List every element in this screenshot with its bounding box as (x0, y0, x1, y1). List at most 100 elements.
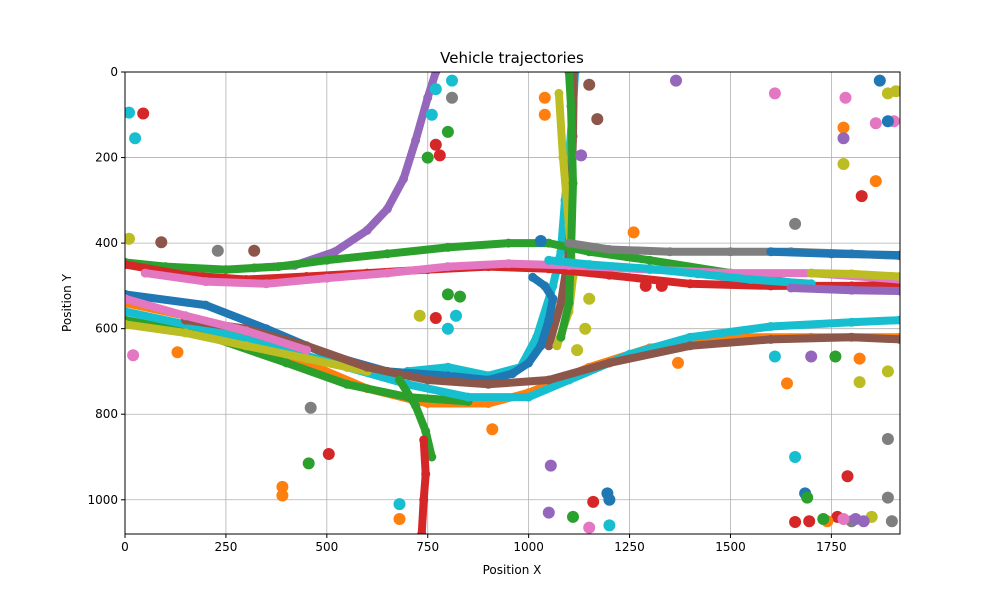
trajectory-point (411, 401, 421, 411)
scatter-point (885, 515, 898, 528)
trajectory-point (419, 495, 429, 505)
scatter-point (302, 457, 315, 470)
trajectory-point (540, 281, 550, 291)
trajectory-point (766, 247, 776, 257)
scatter-point (441, 125, 454, 138)
trajectory-point (746, 275, 756, 284)
trajectory-point (806, 268, 816, 278)
trajectory-point (544, 255, 554, 265)
scatter-point (817, 513, 830, 525)
scatter-point (583, 521, 596, 534)
scatter-point (538, 108, 551, 121)
scatter-point (534, 235, 547, 247)
scatter-point (129, 132, 142, 145)
scatter-point (789, 451, 802, 463)
trajectory-point (564, 298, 574, 308)
scatter-point (837, 121, 850, 134)
x-axis: 0 250 500 750 1000 1250 1500 1750 (121, 534, 847, 554)
trajectory-point (282, 358, 291, 368)
scatter-point (789, 217, 802, 230)
trajectory-point (847, 317, 857, 327)
scatter-point (890, 85, 900, 98)
x-tick-label: 1750 (816, 540, 847, 554)
trajectory-series (766, 247, 900, 260)
trajectory-point (411, 135, 421, 145)
trajectory-point (604, 270, 614, 280)
trajectory-point (826, 249, 836, 259)
trajectory-point (322, 273, 332, 283)
scatter-point (127, 349, 140, 362)
scatter-point (655, 279, 668, 292)
trajectory-point (125, 319, 130, 329)
scatter-point (393, 498, 406, 511)
scatter-point (839, 91, 852, 104)
trajectory-point (544, 315, 554, 325)
x-tick-label: 1000 (513, 540, 544, 554)
scatter-point (441, 288, 454, 301)
trajectory-point (181, 328, 190, 338)
trajectory-layer (125, 72, 900, 534)
trajectory-point (419, 435, 429, 445)
point-cluster (302, 125, 842, 525)
trajectory-series (125, 319, 372, 376)
scatter-point (575, 149, 588, 162)
x-tick-label: 0 (121, 540, 129, 554)
trajectory-point (140, 268, 150, 278)
y-tick-label: 0 (110, 65, 118, 79)
trajectory-line (544, 256, 816, 288)
scatter-point (579, 322, 592, 335)
trajectory-point (544, 375, 554, 385)
trajectory-point (524, 358, 534, 368)
point-cluster (211, 91, 898, 528)
scatter-point (125, 106, 135, 119)
scatter-point (425, 108, 438, 121)
trajectory-point (382, 204, 392, 214)
scatter-point (276, 480, 289, 493)
scatter-point (869, 117, 882, 130)
trajectory-point (895, 250, 900, 260)
trajectory-point (382, 268, 392, 278)
scatter-point (873, 74, 886, 87)
scatter-point (781, 377, 793, 390)
trajectory-point (685, 341, 695, 351)
trajectory-line (395, 376, 436, 461)
trajectory-point (504, 259, 513, 269)
scatter-point (803, 515, 816, 528)
trajectory-point (423, 375, 433, 385)
scatter-point (627, 226, 640, 239)
scatter-point (429, 138, 442, 151)
scatter-point (276, 489, 289, 502)
trajectory-point (302, 354, 312, 364)
scatter-point (567, 510, 579, 523)
trajectory-point (564, 72, 574, 77)
trajectory-point (395, 375, 404, 385)
trajectory-point (564, 238, 574, 248)
point-cluster (413, 292, 596, 357)
scatter-point (805, 350, 818, 363)
scatter-point (544, 459, 557, 472)
x-tick-label: 1500 (715, 540, 746, 554)
scatter-point (413, 309, 426, 322)
scatter-point (393, 513, 406, 525)
scatter-point (571, 344, 584, 357)
scatter-point (433, 149, 446, 162)
scatter-point (486, 423, 499, 436)
scatter-point (542, 506, 555, 519)
scatter-point (853, 376, 866, 389)
trajectory-point (604, 358, 614, 368)
trajectory-point (604, 245, 614, 254)
scatter-point (789, 516, 802, 528)
trajectory-series (544, 255, 816, 289)
trajectory-point (181, 311, 190, 321)
trajectory-point (508, 369, 517, 379)
scatter-point (855, 190, 868, 203)
point-cluster (155, 78, 604, 257)
x-tick-label: 1250 (614, 540, 645, 554)
scatter-point (672, 356, 684, 369)
trajectory-point (463, 392, 473, 402)
trajectory-point (342, 379, 352, 389)
trajectory-point (417, 529, 427, 534)
scatter-point (446, 91, 458, 104)
y-tick-label: 400 (95, 236, 118, 250)
